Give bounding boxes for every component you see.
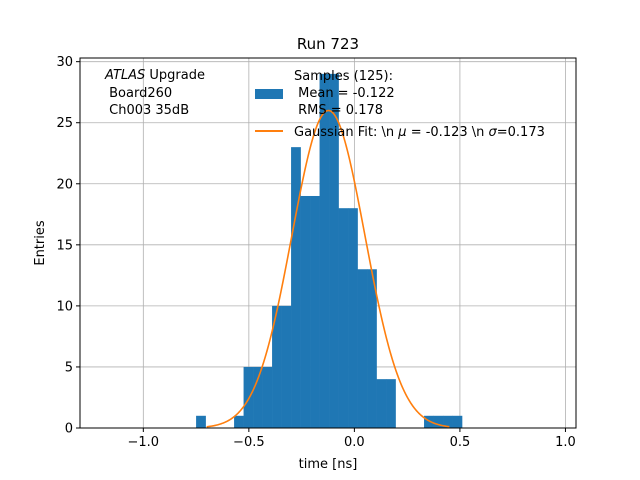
x-tick-label: −0.5 bbox=[233, 435, 265, 450]
legend-fit-sigma: σ bbox=[489, 125, 498, 140]
x-axis-ticks: −1.0 −0.5 0.0 0.5 1.0 bbox=[128, 428, 576, 450]
x-tick-label: 0.0 bbox=[344, 435, 365, 450]
annotation-line-1: ATLAS Upgrade bbox=[104, 68, 205, 83]
histogram-bar bbox=[262, 366, 273, 428]
histogram-bar bbox=[367, 269, 377, 428]
y-axis-ticks: 0 5 10 15 20 25 30 bbox=[56, 55, 80, 437]
x-tick-label: 1.0 bbox=[555, 435, 576, 450]
histogram-bar bbox=[376, 379, 387, 428]
histogram-bars bbox=[196, 73, 463, 429]
annotation-line-3: Ch003 35dB bbox=[105, 103, 189, 118]
x-axis-label: time [ns] bbox=[299, 457, 358, 472]
histogram-bar bbox=[386, 379, 396, 428]
histogram-bar bbox=[310, 195, 320, 428]
histogram-bar bbox=[357, 269, 368, 428]
gaussian-fit-curve bbox=[206, 109, 450, 428]
histogram-bar bbox=[424, 415, 434, 428]
chart-title: Run 723 bbox=[297, 35, 359, 53]
legend: Samples (125): Mean = -0.122 RMS = 0.178… bbox=[255, 69, 545, 140]
y-tick-label: 20 bbox=[56, 177, 73, 192]
legend-histogram-line-3: RMS = 0.178 bbox=[294, 103, 383, 118]
gaussian-fit bbox=[206, 109, 450, 428]
histogram-bar bbox=[196, 415, 206, 428]
histogram-bar bbox=[319, 73, 330, 429]
annotation-line-2: Board260 bbox=[105, 86, 172, 101]
histogram-bar bbox=[433, 415, 444, 428]
histogram-bar bbox=[348, 208, 358, 428]
y-tick-label: 5 bbox=[65, 360, 73, 375]
annotation-upgrade: Upgrade bbox=[145, 68, 205, 83]
annotation-atlas: ATLAS bbox=[104, 68, 145, 83]
y-tick-label: 15 bbox=[56, 238, 73, 253]
axes-frame bbox=[79, 57, 577, 429]
y-tick-label: 10 bbox=[56, 299, 73, 314]
histogram-bar bbox=[272, 305, 282, 428]
y-tick-label: 30 bbox=[56, 55, 73, 70]
legend-fit-text-b: = -0.123 \n bbox=[407, 125, 489, 140]
histogram-bar bbox=[291, 147, 301, 428]
histogram-bar bbox=[452, 415, 463, 428]
legend-histogram-line-2: Mean = -0.122 bbox=[294, 86, 395, 101]
histogram-bar bbox=[281, 305, 292, 428]
x-tick-label: −1.0 bbox=[128, 435, 160, 450]
atlas-annotation: ATLAS Upgrade Board260 Ch003 35dB bbox=[104, 68, 205, 118]
histogram-bar bbox=[338, 208, 349, 428]
histogram-bar bbox=[443, 415, 453, 428]
x-tick-label: 0.5 bbox=[450, 435, 471, 450]
legend-histogram-line-1: Samples (125): bbox=[294, 69, 393, 84]
histogram-bar bbox=[243, 366, 254, 428]
histogram-bar bbox=[300, 195, 311, 428]
legend-fit-label: Gaussian Fit: \n μ = -0.123 \n σ=0.173 bbox=[294, 125, 545, 140]
legend-fit-text-c: =0.173 bbox=[497, 125, 545, 140]
legend-histogram-swatch bbox=[255, 89, 283, 99]
legend-fit-mu: μ bbox=[397, 125, 406, 140]
y-tick-label: 25 bbox=[56, 116, 73, 131]
histogram-bar bbox=[234, 415, 244, 428]
legend-fit-text-a: Gaussian Fit: \n bbox=[294, 125, 398, 140]
histogram-bar bbox=[329, 73, 339, 429]
histogram-bar bbox=[253, 366, 263, 428]
y-axis-label: Entries bbox=[33, 220, 48, 266]
y-tick-label: 0 bbox=[65, 422, 73, 437]
